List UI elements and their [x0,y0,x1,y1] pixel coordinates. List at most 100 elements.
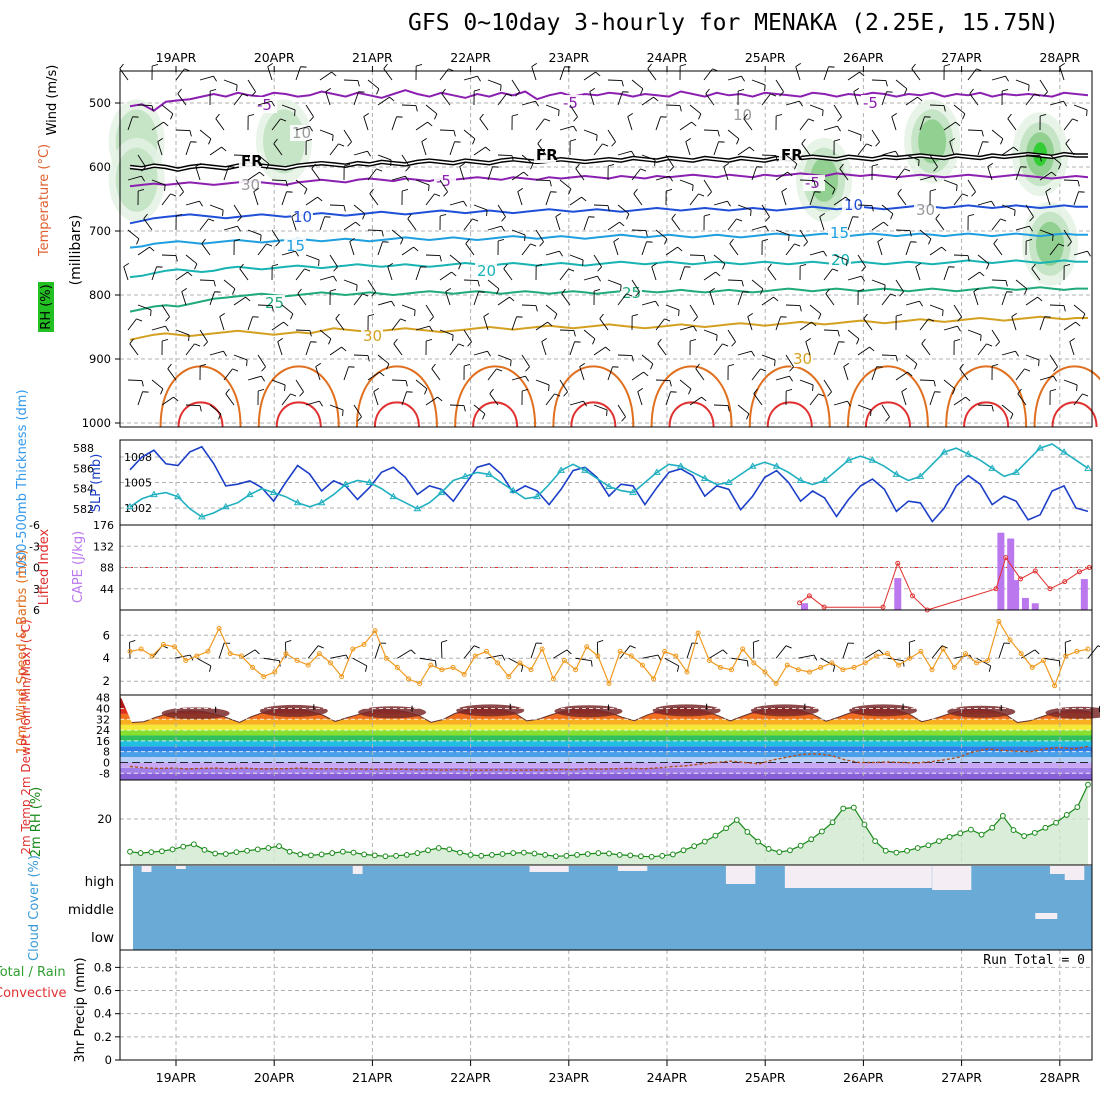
wind-speed-marker [717,664,723,670]
wind-barb-flag [621,80,624,87]
wind-barb-flag [709,287,716,293]
wind-barb-flag [1045,187,1052,193]
wind-barb-flag [410,649,416,655]
wind-barb-flag [608,164,615,167]
cloud-gap [617,866,648,871]
thickness-marker [1012,468,1021,475]
rh-marker [776,849,783,856]
wind-barb [1049,304,1065,307]
wind-barb-flag [969,88,974,94]
wind-barb [655,318,665,331]
wind-barb [295,379,304,393]
wind-barb-flag [271,100,275,107]
thickness-marker [485,470,494,477]
isotherm-label: -5 [563,94,578,112]
wind-barb [905,241,911,256]
rh-marker [308,852,314,859]
temp-band [120,773,1092,780]
wind-barb [127,379,143,382]
wind-barb [247,229,262,236]
wind-barb-flag [218,413,222,420]
wind-barb [209,146,222,156]
wind-barb-flag [818,313,822,320]
wind-speed-marker [149,653,155,659]
isotherm-label-bg [779,147,801,163]
wind-barb [809,393,819,406]
wind-barb [319,275,334,281]
wind-barb-flag [861,266,866,272]
wind-barb [743,118,753,131]
wind-barb [449,343,459,356]
wind-barb [233,93,243,106]
wind-barb [559,268,569,281]
li-marker [821,604,827,610]
wind-barb-flag [774,359,776,366]
wind-barb-flag [993,238,998,244]
wind-speed-marker [884,651,890,657]
wind-barb [143,218,153,231]
cape-bar [894,578,902,610]
wind-speed-marker [194,653,200,659]
wind-barb [864,649,880,659]
wind-barb-flag [221,146,227,152]
wind-barb-flag [1053,366,1058,372]
wind-barb-flag [391,300,395,307]
wind-barb [895,371,908,381]
wind-barb [367,168,377,181]
wind-barb-flag [141,380,144,387]
wind-barb [449,254,462,265]
rh-marker [478,852,485,859]
wind-barb [425,396,438,406]
wind-barb-flag [477,280,480,287]
wind-barb [583,329,596,340]
wind-barb-flag [247,155,250,162]
wind-barb [689,104,702,115]
cape-bar [1021,597,1029,610]
wind-barb [967,271,980,281]
wind-barb [1073,393,1083,406]
rh-marker [861,821,868,828]
wind-barb-flag [904,88,908,95]
wind-barb-flag [232,368,239,372]
wind-barb-flag [981,130,984,137]
isotherm-40 [1051,401,1098,428]
precip-tick-label: 0 [105,1053,112,1067]
rh-marker [765,846,772,852]
wind-barb [535,229,544,243]
wind-barb-flag [1017,388,1022,394]
wind-barb-flag [965,396,971,402]
wind-barb [377,154,392,161]
wind-barb [463,329,472,343]
cape-tick-label: 176 [93,519,114,532]
wind-barb [233,296,246,306]
cloud-row-label-low: low [91,930,114,946]
wind-speed-marker [394,664,400,670]
wind-barb [531,66,537,81]
wind-barb-flag [559,250,563,257]
wind-barb [617,354,633,357]
wind-barb [129,343,139,356]
wind-barb-flag [843,362,850,368]
wind-barb [1015,225,1030,231]
wind-barb [401,154,410,168]
wind-barb [761,204,770,218]
wind-barb-flag [167,363,172,369]
wind-barb-flag [194,263,198,270]
wind-barb [929,304,944,311]
wind-barb-flag [956,184,958,191]
wind-barb [747,316,753,331]
wind-barb [785,100,800,106]
wind-barb [833,341,839,356]
wind-barb [137,154,146,168]
temp-max-cap [456,704,525,717]
wind-barb-flag [363,112,370,118]
wind-barb-flag [607,205,610,212]
wind-barb-flag [837,116,842,122]
rh-marker [755,838,761,845]
wind-barb [325,91,331,106]
wind-barb [353,91,359,106]
wind-barb [607,221,620,231]
wind-barb-flag [510,359,512,366]
thickness-marker [676,462,685,469]
wind-barb [1001,404,1014,415]
